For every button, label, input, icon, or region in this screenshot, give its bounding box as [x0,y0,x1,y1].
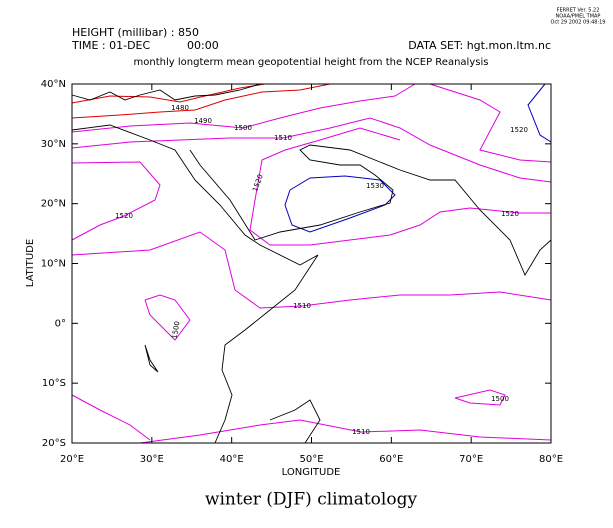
y-axis-label: LATITUDE [25,239,36,287]
coastline [71,83,261,101]
contour-label: 1520 [251,173,265,192]
contour-label: 1500 [491,395,509,403]
coastline [189,144,552,276]
contour [284,175,396,233]
contour [71,161,161,241]
contour-label: 1520 [510,126,528,134]
x-tick-label: 30°E [140,454,164,465]
contour-label: 1510 [352,428,370,436]
y-tick-label: 20°N [41,199,66,210]
software: FERRET Ver. 5.22 [557,8,600,14]
contour [527,83,552,143]
date: Oct 29 2002 09:48:19 [551,20,606,26]
variable: HEIGHT (millibar) : 850 [72,26,199,39]
coastline [144,344,159,373]
x-tick-label: 60°E [379,454,403,465]
contour [144,294,191,341]
contour-labels: 1480 1490 1500 1510 1520 1530 1520 1520 … [115,104,528,436]
caption: winter (DJF) climatology [205,490,418,510]
contour [71,83,266,104]
contour-label: 1500 [234,124,252,132]
contour [71,83,416,133]
y-tick-label: 0° [55,318,66,329]
time: TIME : 01-DEC [71,39,150,52]
contour [429,83,552,163]
chart-title: monthly longterm mean geopotential heigh… [134,57,489,68]
contour-label: 1520 [115,212,133,220]
contour-label: 1510 [274,134,292,142]
contour-label: 1530 [366,182,384,190]
contour-label: 1510 [293,302,311,310]
y-tick-label: 30°N [41,139,66,150]
x-tick-label: 70°E [459,454,483,465]
contour [71,83,331,119]
hour: 00:00 [187,39,219,52]
x-tick-label: 50°E [299,454,323,465]
y-tick-label: 20°S [42,438,66,449]
contour [139,419,552,444]
contour [454,389,506,406]
contour-label: 1520 [501,210,519,218]
coastline [269,399,321,444]
dataset: DATA SET: hgt.mon.ltm.nc [408,39,551,52]
x-tick-label: 20°E [60,454,84,465]
plot-area [71,83,552,444]
y-tick-label: 10°S [42,378,66,389]
coastline [71,124,319,444]
contour [249,127,551,246]
contour-label: 1500 [171,321,182,340]
x-tick-label: 80°E [539,454,563,465]
y-tick-label: 40°N [41,79,66,90]
contour-label: 1480 [171,104,189,112]
x-axis-label: LONGITUDE [282,467,341,478]
y-tick-label: 10°N [41,259,66,270]
contour [71,117,552,183]
lab: NOAA/PMEL TMAP [556,14,601,20]
contour-label: 1490 [194,117,212,125]
contour [71,394,151,441]
x-tick-label: 40°E [220,454,244,465]
contour [71,231,552,309]
